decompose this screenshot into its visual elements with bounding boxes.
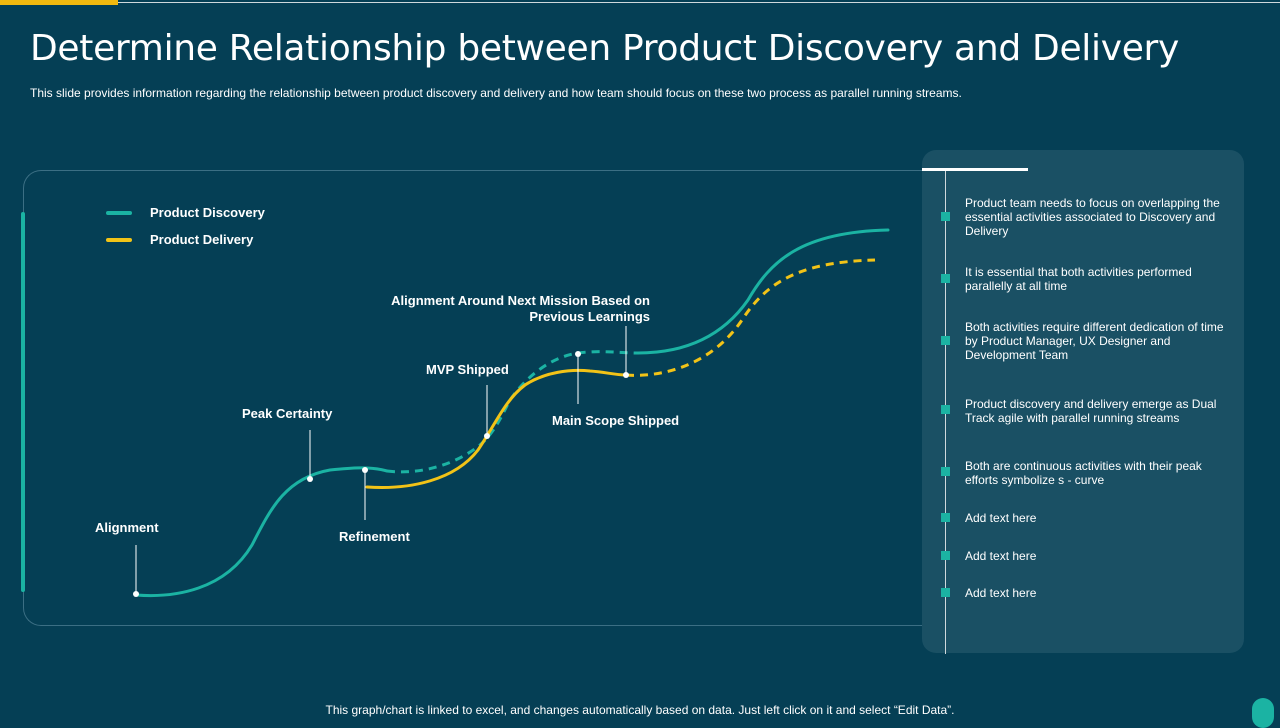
panel-point-7: Add text here bbox=[965, 549, 1037, 563]
diagram-left-accent-bar bbox=[21, 212, 25, 592]
discovery-curve-segment-2 bbox=[636, 228, 890, 355]
stage-label-peak-certainty: Peak Certainty bbox=[242, 406, 333, 421]
stage-label-next-mission-line2: Previous Learnings bbox=[529, 309, 650, 324]
point-marker-5 bbox=[941, 467, 950, 476]
stage-label-refinement: Refinement bbox=[339, 529, 410, 544]
panel-point-4: Product discovery and delivery emerge as… bbox=[965, 397, 1217, 425]
key-points-panel bbox=[922, 150, 1244, 653]
marker-refinement bbox=[362, 467, 368, 473]
point-marker-3 bbox=[941, 336, 950, 345]
point-marker-1 bbox=[941, 212, 950, 221]
panel-point-2: It is essential that both activities per… bbox=[965, 265, 1192, 293]
point-marker-2 bbox=[941, 274, 950, 283]
stage-label-main-scope-shipped: Main Scope Shipped bbox=[552, 413, 680, 428]
top-accent-bar bbox=[0, 0, 118, 5]
top-divider-line bbox=[118, 2, 1280, 3]
legend-item-delivery: Product Delivery bbox=[106, 232, 253, 247]
stage-label-next-mission-line1: Alignment Around Next Mission Based on bbox=[391, 293, 650, 308]
point-marker-8 bbox=[941, 588, 950, 597]
point-marker-7 bbox=[941, 551, 950, 560]
legend-item-discovery: Product Discovery bbox=[106, 205, 265, 220]
legend-swatch-discovery bbox=[106, 210, 132, 215]
discovery-curve-dashed-1 bbox=[386, 350, 639, 474]
stage-label-next-mission: Alignment Around Next Mission Based on P… bbox=[380, 293, 650, 325]
footer-note: This graph/chart is linked to excel, and… bbox=[325, 703, 955, 717]
stage-label-alignment: Alignment bbox=[95, 520, 159, 535]
point-marker-4 bbox=[941, 405, 950, 414]
slide-title: Determine Relationship between Product D… bbox=[30, 28, 1180, 69]
marker-next-mission bbox=[623, 372, 629, 378]
delivery-curve-dashed-1 bbox=[625, 258, 876, 377]
marker-alignment bbox=[133, 591, 139, 597]
panel-point-8: Add text here bbox=[965, 586, 1037, 600]
panel-point-5: Both are continuous activities with thei… bbox=[965, 459, 1202, 487]
legend-label-discovery: Product Discovery bbox=[150, 205, 265, 220]
panel-point-3: Both activities require different dedica… bbox=[965, 320, 1224, 362]
corner-decoration bbox=[1252, 698, 1274, 728]
legend-swatch-delivery bbox=[106, 237, 132, 242]
marker-mvp-shipped bbox=[484, 433, 490, 439]
panel-top-accent-line bbox=[922, 168, 1028, 171]
panel-point-1: Product team needs to focus on overlappi… bbox=[965, 196, 1220, 238]
panel-point-6: Add text here bbox=[965, 511, 1037, 525]
marker-main-scope bbox=[575, 351, 581, 357]
marker-peak-certainty bbox=[307, 476, 313, 482]
delivery-curve-segment-1 bbox=[365, 368, 628, 489]
legend-label-delivery: Product Delivery bbox=[150, 232, 254, 247]
slide-subtitle: This slide provides information regardin… bbox=[30, 86, 962, 100]
stage-label-mvp-shipped: MVP Shipped bbox=[426, 362, 509, 377]
discovery-curve-segment-1 bbox=[134, 466, 389, 598]
point-marker-6 bbox=[941, 513, 950, 522]
